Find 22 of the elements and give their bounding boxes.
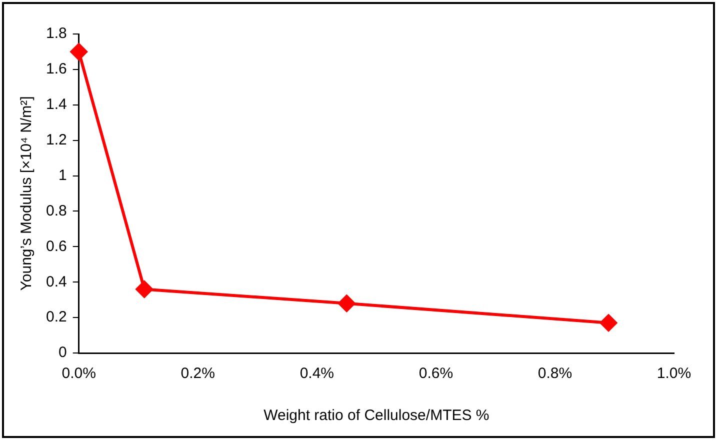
x-tick-label: 0.8% — [538, 365, 572, 382]
x-tick-label: 0.4% — [300, 365, 334, 382]
y-tick-label: 1.8 — [46, 25, 67, 42]
point — [600, 314, 618, 332]
point — [70, 43, 88, 60]
y-tick-label: 0 — [58, 344, 67, 362]
y-tick-label: 1.6 — [46, 60, 67, 78]
x-tick-label: 0.0% — [62, 365, 96, 382]
y-tick-label: 1.2 — [46, 131, 67, 148]
x-tick-label: 1.0% — [656, 365, 692, 382]
y-axis-title: Young’s Modulus [×10⁴ N/m²] — [18, 96, 36, 291]
x-tick-label: 0.2% — [180, 365, 215, 382]
point — [338, 294, 356, 312]
point — [136, 280, 153, 298]
y-tick-label: 0.2 — [46, 308, 67, 326]
y-tick-label: 1 — [58, 166, 67, 184]
y-tick-label: 0.4 — [46, 273, 67, 290]
y-tick-label: 0.6 — [46, 238, 67, 255]
y-tick-label: 1.4 — [46, 96, 67, 114]
x-tick-label: 0.6% — [418, 365, 454, 382]
y-tick-label: 0.8 — [46, 202, 67, 220]
x-axis-title: Weight ratio of Cellulose/MTES % — [264, 407, 490, 424]
